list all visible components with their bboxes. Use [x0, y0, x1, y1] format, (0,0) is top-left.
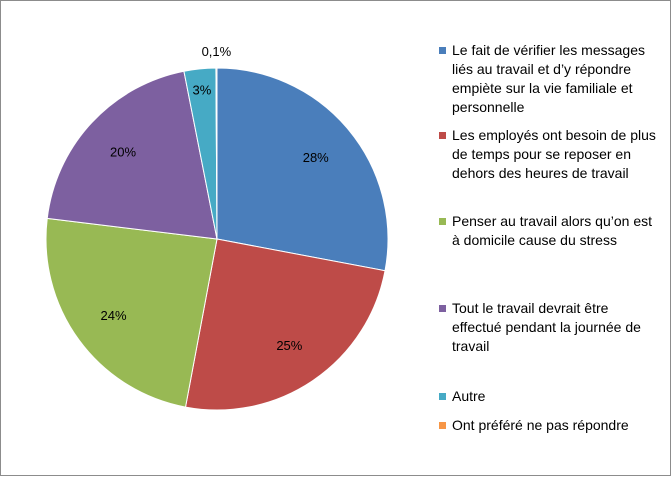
legend-swatch-3: [439, 218, 446, 225]
legend-label-6: Ont préféré ne pas répondre: [452, 417, 629, 433]
legend-swatch-6: [439, 422, 446, 429]
legend-swatch-1: [439, 47, 446, 54]
pie-slice-4: [46, 70, 218, 240]
legend-swatch-4: [439, 305, 446, 312]
slice-label-3: 24%: [101, 308, 127, 323]
pie-slice-1: [216, 67, 389, 272]
legend-item-4: Tout le travail devrait être effectué pe…: [439, 299, 661, 356]
slice-label-5: 3%: [193, 82, 212, 97]
legend-label-2: Les employés ont besoin de plus de temps…: [452, 127, 656, 181]
legend-item-2: Les employés ont besoin de plus de temps…: [439, 126, 661, 183]
slice-label-4: 20%: [110, 145, 136, 160]
legend-swatch-2: [439, 132, 446, 139]
pie-slice-2: [184, 238, 386, 411]
legend-item-3: Penser au travail alors qu’on est à domi…: [439, 212, 661, 250]
slice-label-2: 25%: [276, 338, 302, 353]
slice-label-1: 28%: [303, 150, 329, 165]
legend-label-1: Le fait de vérifier les messages liés au…: [452, 42, 645, 115]
legend-label-4: Tout le travail devrait être effectué pe…: [452, 300, 641, 354]
pie-slice-3: [45, 217, 218, 408]
legend-swatch-5: [439, 393, 446, 400]
legend-label-3: Penser au travail alors qu’on est à domi…: [452, 213, 652, 248]
legend-item-1: Le fait de vérifier les messages liés au…: [439, 41, 661, 117]
legend-label-5: Autre: [452, 388, 486, 404]
legend-item-5: Autre: [439, 387, 661, 406]
pie-slice-6: [215, 67, 218, 240]
legend-item-6: Ont préféré ne pas répondre: [439, 416, 661, 435]
slice-label-6: 0,1%: [202, 44, 232, 59]
